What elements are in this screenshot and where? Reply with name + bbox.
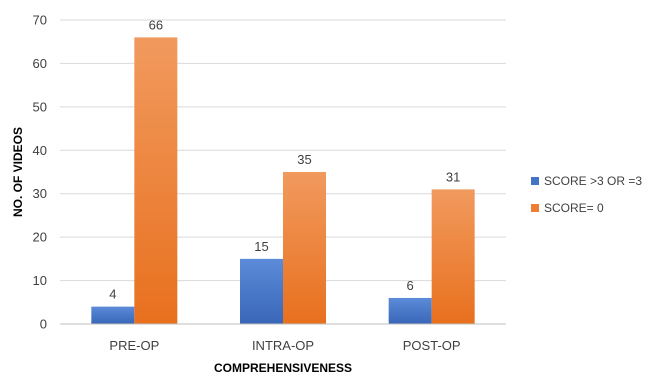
y-tick-label: 70 bbox=[33, 13, 47, 28]
y-tick-label: 50 bbox=[33, 99, 47, 114]
x-axis-ticks: PRE-OP INTRA-OP POST-OP bbox=[109, 338, 460, 353]
data-label: 15 bbox=[254, 239, 268, 254]
data-label: 31 bbox=[446, 169, 460, 184]
y-tick-label: 60 bbox=[33, 56, 47, 71]
y-axis-title: NO. OF VIDEOS bbox=[11, 127, 25, 217]
data-label: 4 bbox=[109, 287, 116, 302]
bar bbox=[388, 297, 432, 324]
legend-label: SCORE >3 OR =3 bbox=[544, 174, 642, 188]
data-label: 6 bbox=[407, 278, 414, 293]
legend: SCORE >3 OR =3 SCORE= 0 bbox=[531, 174, 642, 215]
y-tick-label: 30 bbox=[33, 186, 47, 201]
data-labels: 4 66 15 35 6 31 bbox=[109, 17, 460, 301]
y-axis-ticks: 0 10 20 30 40 50 60 70 bbox=[33, 13, 47, 332]
data-label: 35 bbox=[297, 152, 311, 167]
bars bbox=[91, 37, 475, 324]
x-tick-label: INTRA-OP bbox=[252, 338, 314, 353]
data-label: 66 bbox=[149, 17, 163, 32]
x-axis-title: COMPREHENSIVENESS bbox=[214, 361, 352, 375]
bar bbox=[134, 37, 178, 324]
y-tick-label: 0 bbox=[40, 317, 47, 332]
y-tick-label: 40 bbox=[33, 143, 47, 158]
y-tick-label: 10 bbox=[33, 273, 47, 288]
bar bbox=[240, 258, 283, 324]
x-tick-label: PRE-OP bbox=[109, 338, 159, 353]
bar bbox=[431, 189, 475, 324]
legend-swatch bbox=[531, 204, 539, 212]
y-tick-label: 20 bbox=[33, 230, 47, 245]
x-tick-label: POST-OP bbox=[403, 338, 461, 353]
legend-label: SCORE= 0 bbox=[544, 201, 604, 215]
bar bbox=[283, 172, 326, 324]
bar bbox=[91, 306, 135, 324]
legend-swatch bbox=[531, 177, 539, 185]
